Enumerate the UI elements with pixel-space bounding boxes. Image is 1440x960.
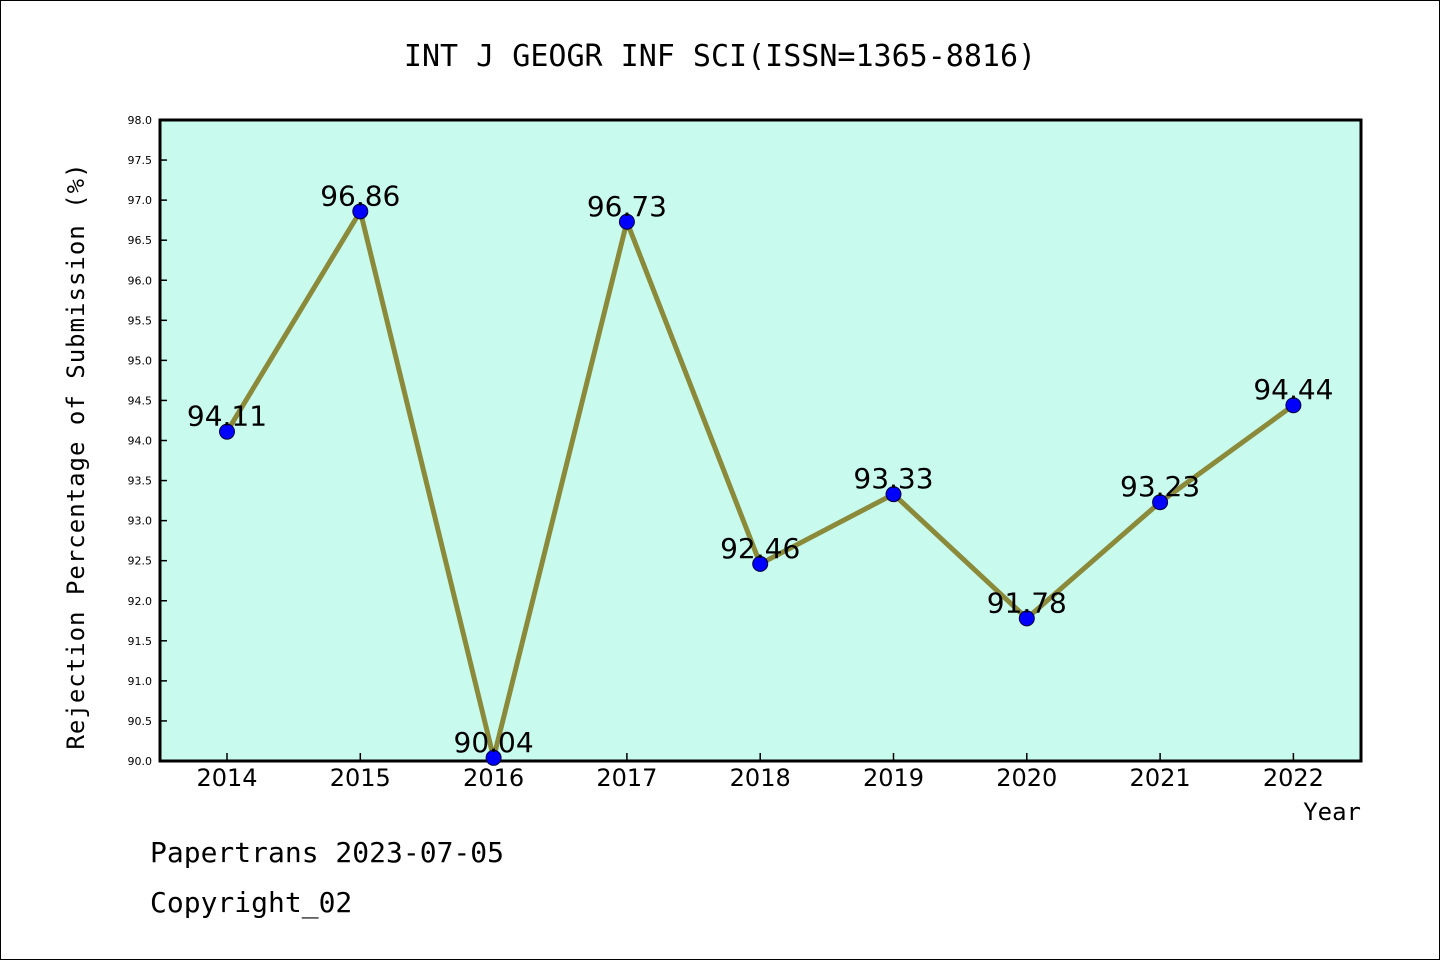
- data-point: [352, 203, 369, 220]
- data-point: [752, 555, 769, 572]
- plot-area: [158, 118, 1363, 763]
- footer-copyright: Copyright_02: [150, 886, 353, 919]
- footer-date: Papertrans 2023-07-05: [150, 836, 505, 869]
- data-label: 90.04: [454, 726, 534, 759]
- data-label: 94.44: [1253, 373, 1333, 406]
- y-tick-label: 95.5: [128, 314, 153, 327]
- x-tick-label: 2014: [196, 764, 257, 792]
- x-tick-label: 2017: [596, 764, 657, 792]
- y-tick-label: 92.5: [128, 555, 153, 568]
- data-label: 96.73: [587, 190, 667, 223]
- data-label: 91.78: [987, 586, 1067, 619]
- y-tick-label: 95.0: [128, 354, 153, 367]
- y-axis-label: Rejection Percentage of Submission (%): [62, 162, 90, 749]
- y-tick-label: 97.5: [128, 154, 153, 167]
- y-tick-label: 92.0: [128, 595, 153, 608]
- data-point: [1018, 610, 1035, 627]
- x-tick-label: 2020: [996, 764, 1057, 792]
- data-point: [485, 749, 502, 766]
- data-label: 93.23: [1120, 470, 1200, 503]
- data-point: [885, 486, 902, 503]
- x-tick-label: 2021: [1130, 764, 1191, 792]
- y-tick-label: 90.5: [128, 715, 153, 728]
- data-labels: 94.11 96.86 90.04 96.73 92.46 93.33 91.78 93.23…: [187, 179, 1334, 758]
- data-label: 94.11: [187, 400, 267, 433]
- y-tick-label: 96.0: [128, 274, 153, 287]
- data-label: 96.86: [320, 179, 400, 212]
- data-label: 93.33: [853, 462, 933, 495]
- x-tick-label: 2015: [330, 764, 391, 792]
- y-tick-label: 98.0: [128, 114, 153, 127]
- data-point: [618, 213, 635, 230]
- data-point: [1285, 397, 1302, 414]
- x-tick-label: 2022: [1263, 764, 1324, 792]
- y-tick-label: 94.0: [128, 435, 153, 448]
- chart-title: INT J GEOGR INF SCI(ISSN=1365-8816): [404, 39, 1036, 74]
- x-tick-label: 2018: [730, 764, 791, 792]
- y-tick-label: 93.5: [128, 475, 153, 488]
- data-point: [219, 423, 235, 440]
- y-tick-label: 94.5: [128, 394, 153, 407]
- y-tick-label: 96.5: [128, 234, 153, 247]
- y-tick-label: 97.0: [128, 194, 153, 207]
- y-tick-label: 91.0: [128, 675, 153, 688]
- data-point: [1152, 494, 1169, 511]
- data-markers: [219, 203, 1302, 766]
- data-label: 92.46: [720, 532, 800, 565]
- y-tick-label: 93.0: [128, 515, 153, 528]
- x-axis: 2014 2015 2016 2017 2018 2019 2020 2021 2022: [196, 753, 1324, 792]
- x-tick-label: 2019: [863, 764, 924, 792]
- x-axis-label: Year: [1303, 798, 1361, 826]
- y-tick-label: 90.0: [128, 755, 153, 768]
- y-tick-label: 91.5: [128, 635, 153, 648]
- x-tick-label: 2016: [463, 764, 524, 792]
- y-axis: 90.0 90.5 91.0 91.5 92.0 92.5 93.0 93.5 94.0 94.5…: [128, 114, 167, 768]
